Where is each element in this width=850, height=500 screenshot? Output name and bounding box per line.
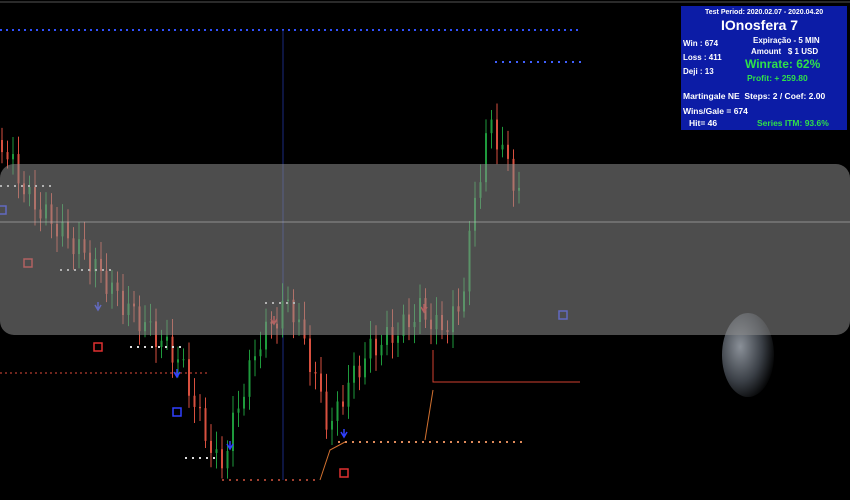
candle-body: [353, 365, 355, 383]
candle-body: [325, 391, 328, 430]
candle-body: [182, 359, 185, 361]
panel-title: IOnosfera 7: [721, 17, 799, 33]
candle-body: [320, 373, 322, 392]
candle-body: [12, 154, 14, 160]
candle-body: [501, 144, 504, 150]
candle-body: [358, 365, 361, 378]
amount: Amount $ 1 USD: [751, 47, 819, 56]
test-period: Test Period: 2020.02.07 - 2020.04.20: [705, 9, 824, 16]
candle-body: [177, 359, 179, 363]
candle-body: [254, 356, 256, 361]
candle-body: [364, 358, 366, 378]
candle-body: [336, 401, 339, 421]
candle-body: [237, 408, 240, 413]
candle-body: [6, 152, 9, 160]
signal-box: [339, 468, 349, 478]
candle-body: [397, 335, 399, 343]
candle-body: [314, 371, 317, 374]
stats-panel: Test Period: 2020.02.07 - 2020.04.20 IOn…: [681, 6, 847, 130]
expiration: Expiração - 5 MIN: [753, 36, 820, 45]
signal-arrow: [340, 429, 348, 439]
signal-arrow: [226, 441, 234, 451]
candle-body: [199, 406, 201, 409]
wins-gale: Wins/Gale = 674: [683, 106, 748, 116]
candle-body: [193, 395, 196, 407]
overlay-band: [0, 164, 850, 335]
candle-body: [485, 133, 487, 183]
candle-body: [210, 440, 212, 453]
candle-body: [507, 144, 509, 159]
candle-body: [259, 349, 262, 357]
signal-arrow: [173, 369, 181, 379]
signal-box: [93, 342, 103, 352]
candle-body: [309, 338, 311, 372]
candle-body: [331, 420, 333, 430]
candle-body: [226, 450, 229, 469]
candle-body: [1, 140, 3, 153]
doji: Deji : 13: [683, 67, 714, 76]
candle-body: [380, 344, 383, 356]
winrate: Winrate: 62%: [745, 57, 821, 71]
candle-body: [347, 382, 350, 407]
candle-body: [232, 412, 234, 451]
candle-body: [160, 340, 163, 348]
candle-body: [188, 359, 190, 396]
candle-body: [204, 408, 207, 441]
win: Win : 674: [683, 39, 719, 48]
candle-body: [166, 336, 168, 341]
candle-body: [248, 360, 251, 397]
candle-body: [386, 327, 388, 345]
profit: Profit: + 259.80: [747, 73, 808, 83]
candle-body: [215, 449, 218, 453]
candle-body: [265, 321, 267, 350]
loss: Loss : 411: [683, 53, 722, 62]
level-line: [424, 389, 434, 441]
candle-body: [369, 338, 372, 359]
candle-body: [342, 401, 344, 407]
candle-body: [221, 449, 223, 469]
candle-body: [171, 336, 174, 363]
candle-body: [496, 119, 498, 150]
candle-body: [490, 119, 493, 134]
level-line: [432, 350, 580, 383]
candle-body: [243, 396, 245, 409]
series-itm: Series ITM: 93.6%: [757, 118, 829, 128]
signal-box: [172, 407, 182, 417]
martingale: Martingale NE Steps: 2 / Coef: 2.00: [683, 91, 826, 101]
candle-body: [375, 338, 377, 356]
level-line: [319, 441, 346, 481]
hit: Hit= 46: [689, 118, 718, 128]
